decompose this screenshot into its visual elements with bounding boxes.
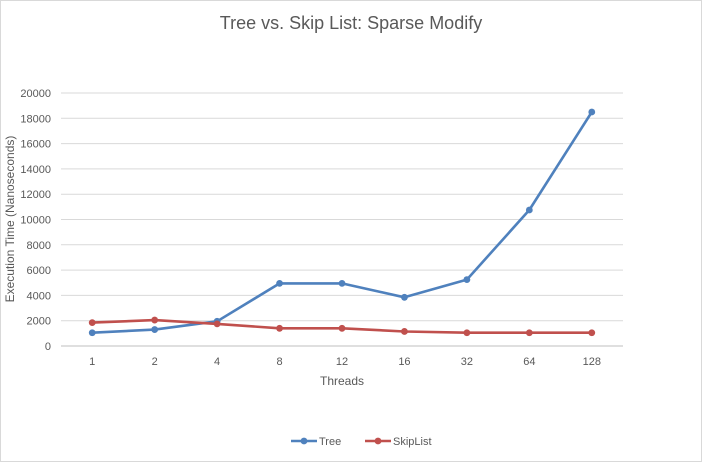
data-point-skiplist <box>401 328 408 335</box>
x-tick-label: 4 <box>214 356 220 368</box>
data-point-skiplist <box>338 324 346 332</box>
data-point-tree <box>525 206 533 214</box>
y-tick-label: 0 <box>45 341 51 353</box>
data-point-skiplist <box>276 324 283 332</box>
y-tick-label: 4000 <box>27 290 51 302</box>
y-tick-label: 6000 <box>27 265 51 277</box>
series-skiplist <box>88 316 596 337</box>
series-layer <box>88 108 596 337</box>
legend-item-skiplist: SkipList <box>365 436 432 448</box>
legend: Tree SkipList <box>291 436 432 448</box>
data-point-skiplist <box>88 319 96 326</box>
y-axis-title: Execution Time (Nanoseconds) <box>3 136 17 303</box>
y-tick-label: 10000 <box>20 215 51 227</box>
y-tick-label: 14000 <box>20 164 51 176</box>
data-point-tree <box>338 279 346 287</box>
legend-marker-skiplist <box>374 437 382 445</box>
data-point-skiplist <box>213 320 221 328</box>
x-tick-label: 1 <box>89 356 95 368</box>
x-tick-label: 16 <box>398 356 410 368</box>
legend-label-tree: Tree <box>319 436 341 448</box>
legend-label-skiplist: SkipList <box>393 436 432 448</box>
legend-item-tree: Tree <box>291 436 341 448</box>
x-tick-label: 64 <box>523 356 535 368</box>
x-axis-title: Threads <box>320 374 364 388</box>
data-point-tree <box>88 329 96 337</box>
gridlines <box>61 92 623 347</box>
series-tree <box>88 108 596 337</box>
series-line-tree <box>90 110 594 335</box>
data-point-skiplist <box>151 316 159 324</box>
data-point-tree <box>463 276 471 283</box>
x-tick-label: 128 <box>583 356 601 368</box>
data-point-skiplist <box>525 329 533 337</box>
y-tick-label: 20000 <box>20 88 51 100</box>
y-axis-ticks: 0 2000 4000 6000 8000 10000 12000 14000 16000 180… <box>20 88 51 353</box>
data-point-tree <box>401 293 408 301</box>
x-axis-ticks: 1 2 4 8 12 16 32 64 128 <box>89 356 601 368</box>
x-tick-label: 2 <box>152 356 158 368</box>
data-point-tree <box>151 326 159 333</box>
y-tick-label: 12000 <box>20 189 51 201</box>
x-tick-label: 8 <box>276 356 282 368</box>
y-tick-label: 16000 <box>20 139 51 151</box>
legend-marker-tree <box>300 437 308 445</box>
y-tick-label: 2000 <box>27 316 51 328</box>
data-point-tree <box>588 108 596 116</box>
data-point-skiplist <box>588 329 596 337</box>
x-tick-label: 32 <box>461 356 473 368</box>
data-point-tree <box>276 279 283 287</box>
y-tick-label: 18000 <box>20 113 51 125</box>
data-point-skiplist <box>463 329 471 337</box>
y-tick-label: 8000 <box>27 240 51 252</box>
x-tick-label: 12 <box>336 356 348 368</box>
chart-title: Tree vs. Skip List: Sparse Modify <box>220 13 482 33</box>
